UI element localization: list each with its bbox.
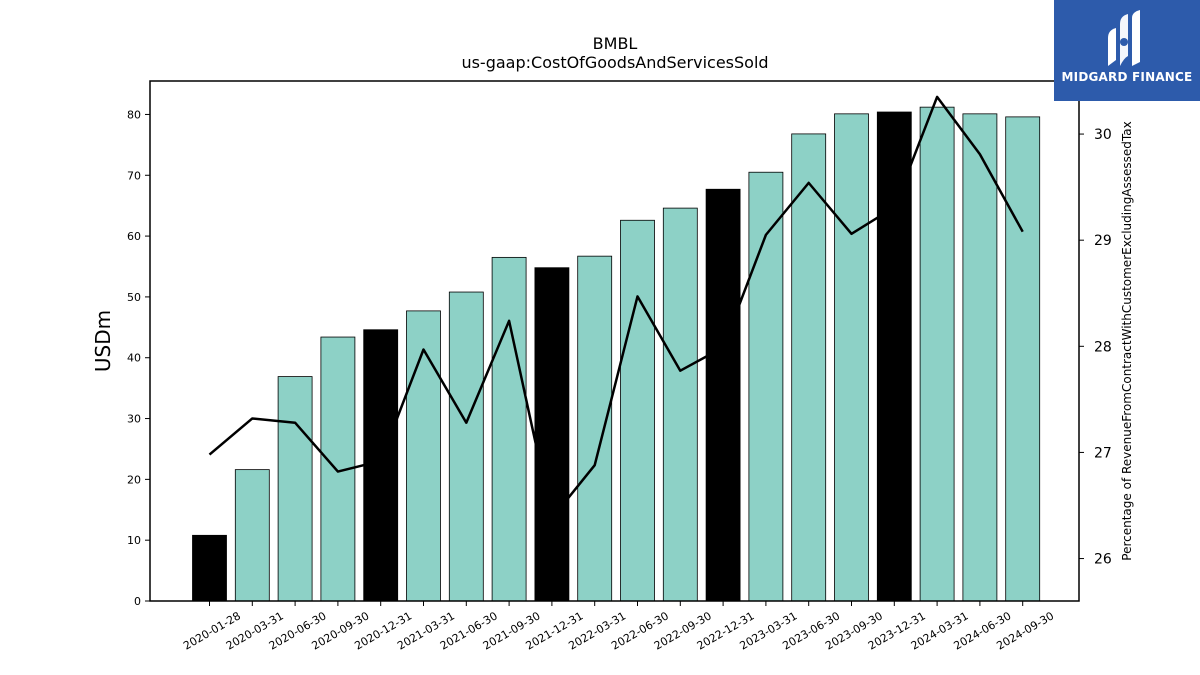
y-tick-label: 60 — [127, 230, 141, 243]
bar-2022-09-30 — [662, 207, 698, 602]
y-axis-label: USDm — [91, 310, 115, 372]
bar-2021-12-31 — [534, 267, 570, 602]
y2-tick-label: 26 — [1094, 552, 1112, 568]
bar-2022-12-31 — [705, 188, 741, 602]
x-axis: 2020-01-282020-03-312020-06-302020-09-30… — [181, 601, 1056, 653]
bar-2023-12-31 — [876, 111, 912, 602]
y2-tick-label: 28 — [1094, 339, 1112, 355]
y-tick-label: 70 — [127, 169, 141, 182]
percentage-line — [208, 95, 1024, 520]
bar-group — [192, 106, 1041, 602]
y-tick-label: 40 — [127, 352, 141, 365]
bar-2022-06-30 — [620, 219, 655, 602]
brand-logo: MIDGARD FINANCE — [1054, 0, 1200, 101]
y2-axis-label: Percentage of RevenueFromContractWithCus… — [1120, 121, 1134, 560]
bar-2020-03-31 — [234, 469, 270, 602]
y-tick-label: 50 — [127, 291, 141, 304]
bar-2020-06-30 — [277, 376, 313, 602]
y-tick-label: 0 — [134, 595, 141, 608]
bar-2021-03-31 — [406, 310, 441, 602]
plot-frame — [149, 80, 1080, 602]
y2-tick-label: 29 — [1094, 233, 1112, 249]
y2-tick-label: 27 — [1094, 445, 1112, 461]
y-tick-label: 30 — [127, 413, 141, 426]
y-tick-label: 10 — [127, 534, 141, 547]
bar-2020-12-31 — [363, 329, 399, 602]
bar-2022-03-31 — [577, 255, 613, 602]
y-tick-label: 20 — [127, 473, 141, 486]
bar-2021-06-30 — [448, 291, 484, 602]
line-group — [208, 95, 1024, 520]
y-axis-left: 0 10 20 30 40 50 60 70 80 — [127, 108, 150, 608]
logo-mark-icon — [1108, 10, 1140, 66]
chart-title: BMBL — [593, 34, 638, 53]
bar-2024-09-30 — [1005, 116, 1041, 602]
bar-2024-06-30 — [962, 113, 998, 602]
chart-subtitle: us-gaap:CostOfGoodsAndServicesSold — [461, 53, 768, 72]
logo-text: MIDGARD FINANCE — [1061, 70, 1193, 84]
bar-2023-06-30 — [791, 133, 827, 602]
y-tick-label: 80 — [127, 108, 141, 121]
bar-2021-09-30 — [491, 256, 527, 602]
y-axis-right: 26 27 28 29 30 — [1079, 127, 1112, 568]
y2-tick-label: 30 — [1094, 127, 1112, 143]
bar-2023-09-30 — [834, 113, 869, 602]
bar-2024-03-31 — [919, 106, 955, 602]
bar-2023-03-31 — [748, 171, 784, 602]
bar-2020-01-28 — [192, 534, 227, 602]
